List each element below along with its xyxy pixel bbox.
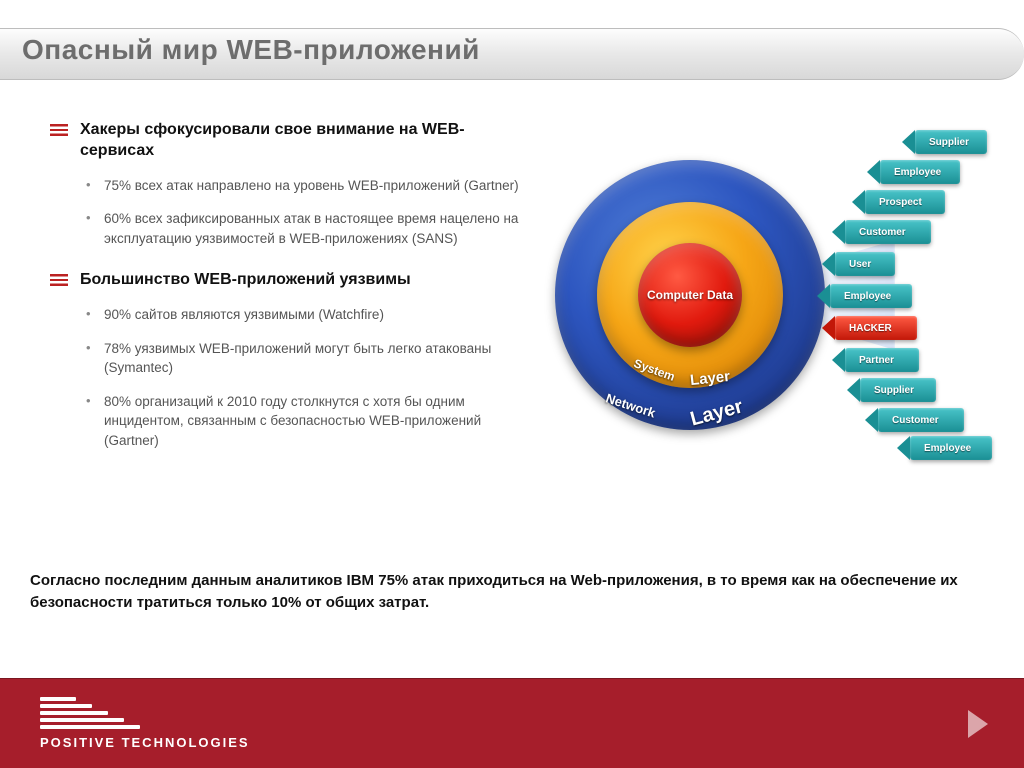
ring-core: Computer Data: [638, 243, 742, 347]
arrow-label: Employee: [894, 167, 941, 178]
concentric-dial: Computer Data System Layer Network Layer: [555, 160, 825, 430]
footer-band: POSITIVE TECHNOLOGIES: [0, 678, 1024, 768]
arrow-user: Customer: [878, 408, 964, 432]
arrow-user: Employee: [880, 160, 960, 184]
company-logo: POSITIVE TECHNOLOGIES: [40, 697, 250, 750]
conclusion-text: Согласно последним данным аналитиков IBM…: [30, 570, 990, 614]
arrow-user: Employee: [830, 284, 912, 308]
logo-bar: [40, 711, 108, 715]
bullet-item: 90% сайтов являются уязвимыми (Watchfire…: [86, 305, 530, 325]
arrow-label: Partner: [859, 355, 894, 366]
logo-text: POSITIVE TECHNOLOGIES: [40, 735, 250, 750]
bullet-item: 75% всех атак направлено на уровень WEB-…: [86, 176, 530, 196]
logo-bars-icon: [40, 697, 250, 729]
bullet-flag-icon: [50, 124, 68, 136]
content-area: Хакеры сфокусировали свое внимание на WE…: [50, 120, 530, 472]
arrow-user: Prospect: [865, 190, 945, 214]
bullets-1: 90% сайтов являются уязвимыми (Watchfire…: [86, 305, 530, 450]
bullet-flag-icon: [50, 274, 68, 286]
arrow-label: Employee: [844, 291, 891, 302]
section-title-1: Большинство WEB-приложений уязвимы: [80, 270, 411, 291]
next-slide-icon[interactable]: [968, 710, 988, 738]
logo-bar: [40, 718, 124, 722]
bullet-item: 60% всех зафиксированных атак в настояще…: [86, 209, 530, 248]
arrow-label: Employee: [924, 443, 971, 454]
section-head-0: Хакеры сфокусировали свое внимание на WE…: [50, 120, 530, 162]
arrow-label: Supplier: [874, 385, 914, 396]
arrow-user: Employee: [910, 436, 992, 460]
logo-bar: [40, 704, 92, 708]
arrow-label: Prospect: [879, 197, 922, 208]
arrow-label: HACKER: [849, 323, 892, 334]
arrow-label: Customer: [859, 227, 906, 238]
core-label: Computer Data: [647, 288, 733, 302]
logo-bar: [40, 697, 76, 701]
arrow-user: Supplier: [915, 130, 987, 154]
bullet-item: 78% уязвимых WEB-приложений могут быть л…: [86, 339, 530, 378]
target-diagram: Computer Data System Layer Network Layer…: [555, 110, 1005, 470]
slide-title: Опасный мир WEB-приложений: [22, 34, 480, 66]
arrow-label: Customer: [892, 415, 939, 426]
arrow-user: Customer: [845, 220, 931, 244]
arrow-label: User: [849, 259, 871, 270]
bullets-0: 75% всех атак направлено на уровень WEB-…: [86, 176, 530, 249]
bullet-item: 80% организаций к 2010 году столкнутся с…: [86, 392, 530, 451]
slide-card: Опасный мир WEB-приложений Хакеры сфокус…: [0, 0, 1024, 768]
arrow-user: User: [835, 252, 895, 276]
arrow-label: Supplier: [929, 137, 969, 148]
arrow-user: Partner: [845, 348, 919, 372]
arrow-group: Supplier Employee Prospect Customer User Empl…: [820, 110, 1010, 470]
arrow-user: Supplier: [860, 378, 936, 402]
arrow-hacker: HACKER: [835, 316, 917, 340]
logo-bar: [40, 725, 140, 729]
section-title-0: Хакеры сфокусировали свое внимание на WE…: [80, 120, 530, 162]
section-head-1: Большинство WEB-приложений уязвимы: [50, 270, 530, 291]
